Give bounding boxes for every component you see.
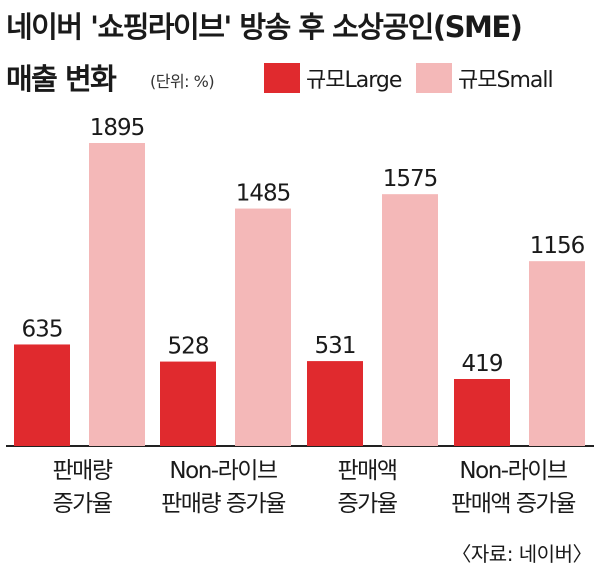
legend-swatch-small bbox=[416, 63, 452, 93]
data-label-large-3: 419 bbox=[462, 351, 503, 377]
bar-small-2 bbox=[382, 194, 438, 446]
category-label-2-line0: 판매액 bbox=[338, 458, 397, 484]
category-label-1-line1: 판매량 증가율 bbox=[161, 491, 285, 517]
legend-label-large: 규모Large bbox=[306, 68, 402, 93]
legend-label-small: 규모Small bbox=[458, 68, 554, 93]
bar-large-1 bbox=[160, 361, 216, 446]
legend-item-small: 규모Small bbox=[416, 60, 554, 96]
data-label-large-1: 528 bbox=[168, 334, 209, 360]
category-label-1-line0: Non-라이브 bbox=[169, 458, 276, 484]
data-label-small-1: 1485 bbox=[236, 181, 291, 207]
bar-large-0 bbox=[14, 344, 70, 446]
category-label-3-line0: Non-라이브 bbox=[459, 458, 566, 484]
category-label-0-line1: 증가율 bbox=[53, 491, 112, 517]
bar-small-0 bbox=[89, 143, 145, 446]
data-label-small-3: 1156 bbox=[530, 233, 585, 259]
data-label-large-0: 635 bbox=[22, 316, 63, 342]
legend-swatch-large bbox=[264, 63, 300, 93]
bar-small-1 bbox=[235, 208, 291, 446]
source-note: 〈자료: 네이버〉 bbox=[451, 542, 592, 566]
category-label-0-line0: 판매량 bbox=[53, 458, 113, 484]
data-label-small-0: 1895 bbox=[90, 115, 145, 141]
chart-title-line1: 네이버 '쇼핑라이브' 방송 후 소상공인(SME) bbox=[6, 10, 523, 44]
chart-title-line2: 매출 변화 bbox=[6, 62, 117, 96]
data-label-small-2: 1575 bbox=[383, 166, 438, 192]
category-label-3-line1: 판매액 증가율 bbox=[451, 491, 575, 517]
bar-small-3 bbox=[529, 261, 585, 446]
bar-large-3 bbox=[454, 379, 510, 446]
legend-item-large: 규모Large bbox=[264, 60, 402, 96]
data-label-large-2: 531 bbox=[315, 333, 356, 359]
bar-large-2 bbox=[307, 361, 363, 446]
unit-label: (단위: %) bbox=[150, 72, 215, 91]
category-label-2-line1: 증가율 bbox=[338, 491, 397, 517]
